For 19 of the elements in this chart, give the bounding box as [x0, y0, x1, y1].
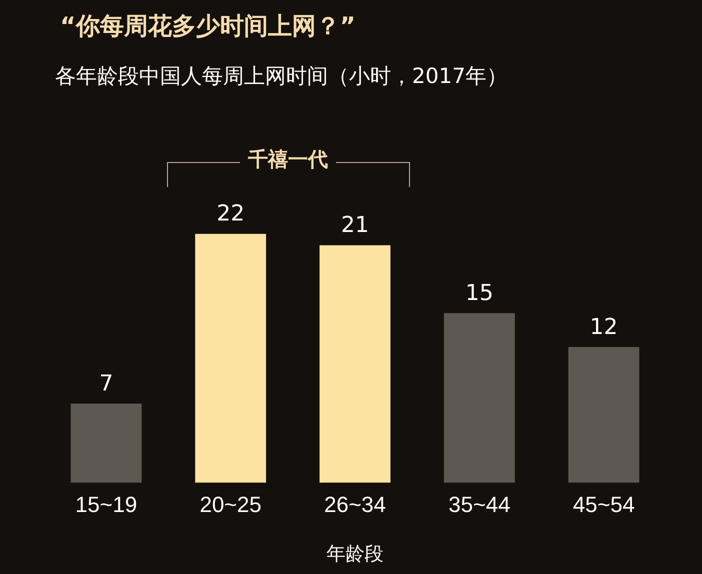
- x-tick-label: 45~54: [572, 492, 635, 518]
- x-tick-label: 15~19: [75, 492, 138, 518]
- data-label: 15: [465, 280, 494, 306]
- x-axis-title: 年龄段: [326, 544, 384, 565]
- data-label: 12: [590, 314, 618, 340]
- text: 千禧一代: [240, 146, 336, 173]
- data-label: 22: [216, 202, 245, 227]
- bar: [320, 245, 390, 483]
- data-label: 7: [99, 371, 114, 396]
- x-tick-label: 20~25: [200, 492, 262, 518]
- bar: [444, 313, 515, 483]
- bar: [195, 234, 266, 483]
- data-label: 21: [341, 212, 369, 238]
- bar: [70, 404, 142, 483]
- chart-subtitle: 各年龄段中国人每周上网时间（小时，2017年）: [55, 63, 508, 90]
- x-tick-label: 26~34: [324, 492, 386, 518]
- chart-title: “你每周花多少时间上网？”: [60, 11, 356, 42]
- bar: [568, 347, 640, 483]
- x-tick-label: 35~44: [448, 492, 510, 518]
